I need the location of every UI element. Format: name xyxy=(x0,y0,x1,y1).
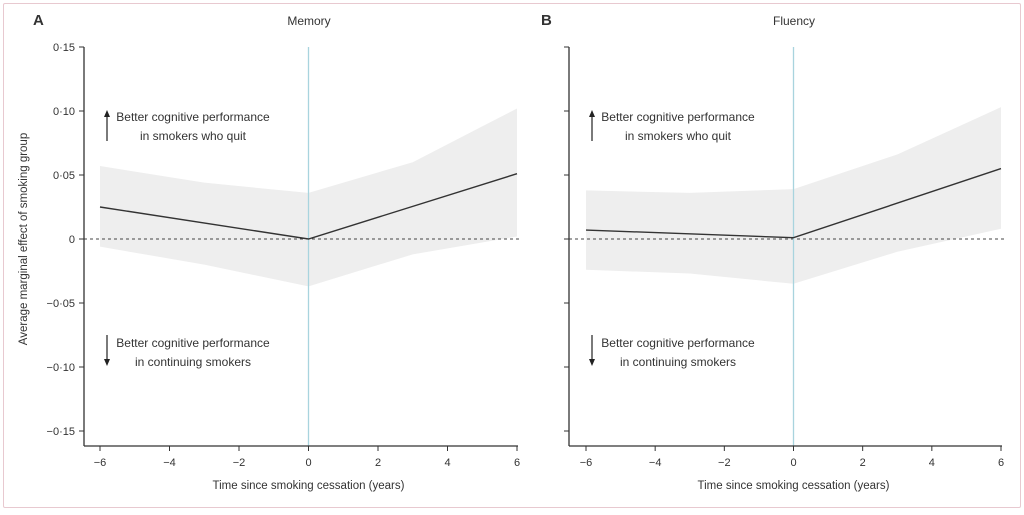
annotation-up-line2: in smokers who quit xyxy=(140,129,247,143)
y-axis-label: Average marginal effect of smoking group xyxy=(18,133,30,345)
x-axis-label: Time since smoking cessation (years) xyxy=(213,480,405,492)
estimate-line xyxy=(585,167,1002,239)
panel-label: A xyxy=(33,12,44,29)
annotation-up-line1: Better cognitive performance xyxy=(116,110,270,124)
x-tick-label: 6 xyxy=(998,457,1004,469)
x-tick-label: −2 xyxy=(233,457,246,469)
y-tick-label: 0 xyxy=(69,234,75,246)
x-tick-label: −4 xyxy=(163,457,176,469)
y-tick-label: −0·15 xyxy=(47,426,75,438)
annotation-down-line2: in continuing smokers xyxy=(620,355,736,369)
annotation-up-line2: in smokers who quit xyxy=(625,129,732,143)
arrow-up-icon-head xyxy=(589,110,595,117)
arrow-down-icon-head xyxy=(589,359,595,366)
arrow-up-icon-head xyxy=(104,110,110,117)
x-tick-label: −2 xyxy=(718,457,731,469)
y-tick-label: 0·10 xyxy=(53,106,75,118)
x-tick-label: −4 xyxy=(649,457,662,469)
estimate-line xyxy=(99,173,518,240)
annotation-down-line2: in continuing smokers xyxy=(135,355,251,369)
x-tick-label: 4 xyxy=(444,457,450,469)
panel-label: B xyxy=(541,12,552,29)
x-tick-label: 0 xyxy=(305,457,311,469)
annotation-up-line1: Better cognitive performance xyxy=(601,110,755,124)
y-tick-label: 0·15 xyxy=(53,42,75,54)
y-tick-label: −0·10 xyxy=(47,362,75,374)
annotation-down-line1: Better cognitive performance xyxy=(601,336,755,350)
figure-frame xyxy=(3,3,1021,508)
panel-a: 0·15 0·10 0·05 0 −0·05 −0·10 −0·15 −6 −4 −2 0 2 4 6 Ti… xyxy=(18,12,521,492)
y-tick-label: −0·05 xyxy=(47,298,75,310)
x-axis-label: Time since smoking cessation (years) xyxy=(698,480,890,492)
x-tick-label: 0 xyxy=(790,457,796,469)
x-tick-label: 2 xyxy=(375,457,381,469)
x-tick-label: −6 xyxy=(580,457,593,469)
panel-b: −6 −4 −2 0 2 4 6 Time since smoking cessation (… xyxy=(541,12,1005,492)
x-tick-label: −6 xyxy=(94,457,107,469)
panel-title: Memory xyxy=(287,14,330,28)
x-tick-label: 6 xyxy=(514,457,520,469)
x-tick-label: 2 xyxy=(860,457,866,469)
annotation-down-line1: Better cognitive performance xyxy=(116,336,270,350)
panel-title: Fluency xyxy=(773,14,815,28)
arrow-down-icon-head xyxy=(104,359,110,366)
x-tick-label: 4 xyxy=(929,457,935,469)
y-tick-label: 0·05 xyxy=(53,170,75,182)
